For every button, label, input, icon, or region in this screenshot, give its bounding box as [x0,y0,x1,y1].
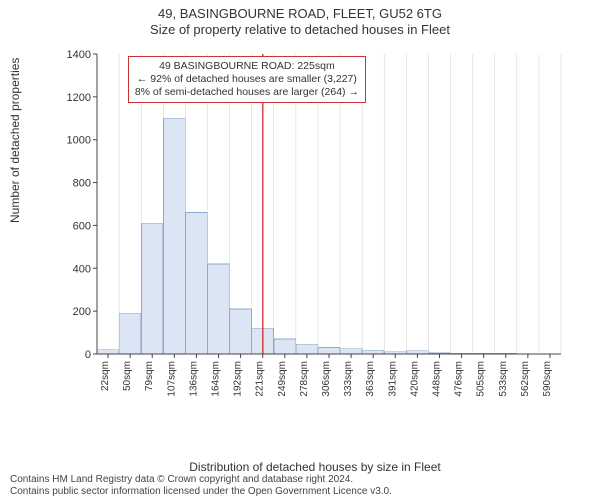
histogram-svg: 0 200 400 600 800 1000 1200 1400 22sqm 50sqm 79sq… [65,50,565,410]
svg-text:400: 400 [73,263,91,275]
chart-frame: { "titles": { "line1": "49, BASINGBOURNE… [0,0,600,500]
svg-text:79sqm: 79sqm [144,361,155,391]
svg-text:1200: 1200 [67,92,91,104]
histogram-bar [208,264,230,354]
annotation-line-1: 49 BASINGBOURNE ROAD: 225sqm [135,60,359,73]
histogram-bar [97,350,119,354]
svg-text:590sqm: 590sqm [542,361,553,397]
svg-text:363sqm: 363sqm [365,361,376,397]
annotation-box: 49 BASINGBOURNE ROAD: 225sqm ← 92% of de… [128,56,366,103]
svg-text:0: 0 [85,349,91,361]
svg-text:333sqm: 333sqm [343,361,354,397]
svg-text:476sqm: 476sqm [454,361,465,397]
footer: Contains HM Land Registry data © Crown c… [10,474,590,498]
histogram-bar [340,349,362,354]
svg-text:391sqm: 391sqm [387,361,398,397]
histogram-bar [119,313,141,354]
svg-text:200: 200 [73,306,91,318]
svg-text:192sqm: 192sqm [233,361,244,397]
footer-line-2: Contains public sector information licen… [10,486,590,498]
histogram-bar [296,344,318,354]
svg-text:448sqm: 448sqm [431,361,442,397]
svg-text:249sqm: 249sqm [277,361,288,397]
histogram-bar [274,339,296,354]
svg-text:562sqm: 562sqm [520,361,531,397]
title-subtitle: Size of property relative to detached ho… [0,22,600,37]
svg-text:420sqm: 420sqm [409,361,420,397]
histogram-bar [318,348,340,354]
y-axis-label: Number of detached properties [8,58,22,223]
svg-text:800: 800 [73,178,91,190]
annotation-line-2: ← 92% of detached houses are smaller (3,… [135,73,359,86]
histogram-bar [164,118,186,354]
svg-text:136sqm: 136sqm [188,361,199,397]
svg-text:306sqm: 306sqm [321,361,332,397]
svg-text:533sqm: 533sqm [498,361,509,397]
annotation-line-3: 8% of semi-detached houses are larger (2… [135,86,359,99]
svg-text:107sqm: 107sqm [166,361,177,397]
histogram-bar [186,213,208,354]
chart-titles: 49, BASINGBOURNE ROAD, FLEET, GU52 6TG S… [0,6,600,37]
histogram-bar [362,350,384,354]
svg-text:278sqm: 278sqm [299,361,310,397]
svg-text:1000: 1000 [67,135,91,147]
svg-text:221sqm: 221sqm [255,361,266,397]
svg-text:1400: 1400 [67,50,91,61]
svg-text:600: 600 [73,220,91,232]
svg-text:50sqm: 50sqm [122,361,133,391]
footer-line-1: Contains HM Land Registry data © Crown c… [10,474,590,486]
title-address: 49, BASINGBOURNE ROAD, FLEET, GU52 6TG [0,6,600,21]
plot-area: 0 200 400 600 800 1000 1200 1400 22sqm 50sqm 79sq… [65,50,565,410]
histogram-bar [141,223,163,354]
x-axis-label: Distribution of detached houses by size … [65,460,565,474]
svg-text:22sqm: 22sqm [100,361,111,391]
histogram-bar [230,309,252,354]
svg-text:164sqm: 164sqm [211,361,222,397]
svg-text:505sqm: 505sqm [476,361,487,397]
